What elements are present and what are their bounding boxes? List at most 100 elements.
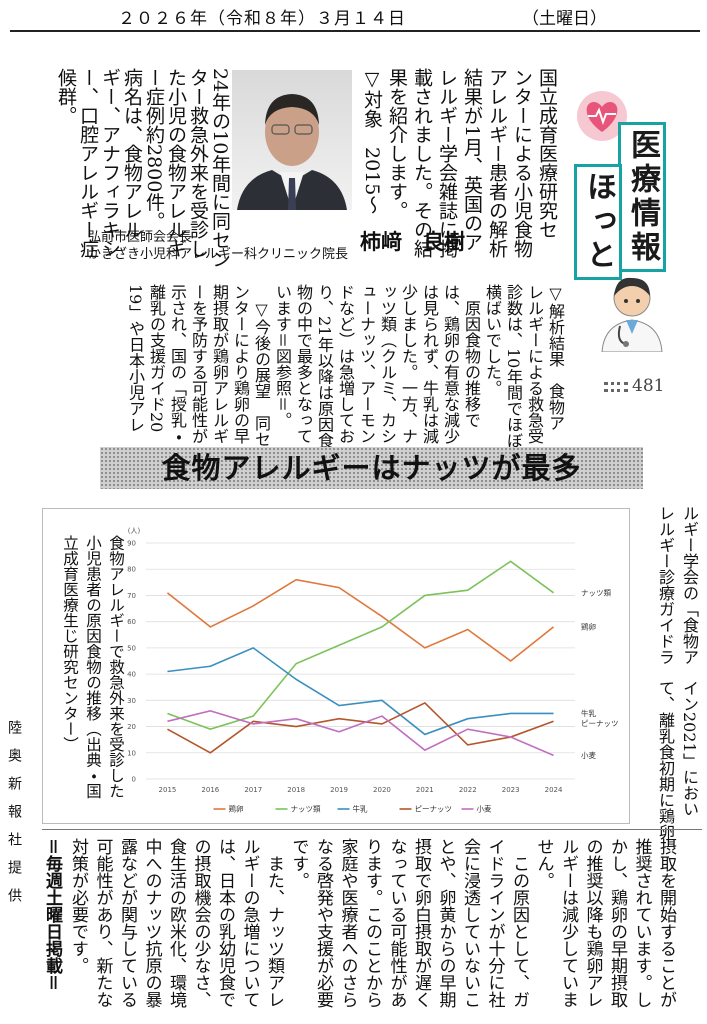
y-tick-label: 20 (127, 723, 136, 731)
x-tick-label: 2019 (330, 786, 348, 794)
text-line: た小児の食物アレルギ (165, 68, 187, 258)
text-line: レルギー学会雑誌に掲 (436, 68, 458, 258)
text-line: 載されました。その結 (411, 68, 433, 258)
y-tick-label: 70 (127, 592, 136, 600)
text-line: とや、卵黄からの早期 (435, 838, 456, 1008)
x-tick-label: 2020 (373, 786, 391, 794)
x-tick-label: 2015 (159, 786, 177, 794)
legend-label: 牛乳 (353, 804, 368, 814)
series-line (167, 646, 554, 736)
footer-note: ＝毎週土曜日掲載＝ (42, 838, 62, 991)
series-line (167, 709, 554, 757)
text-line: 期摂取が鶏卵アレルギ (210, 284, 229, 444)
series-line (167, 701, 554, 754)
headline-band (100, 447, 643, 489)
text-line: ーを予防する可能性が (189, 284, 208, 444)
text-line: て、離乳食初期に鶏卵 (656, 680, 675, 840)
text-line: 家庭や医療者へのさら (337, 838, 358, 1008)
doctor-illustration (601, 277, 663, 352)
author-name: 柿﨑 良樹 (360, 229, 465, 254)
chart-frame (42, 508, 630, 824)
text-line: り、21年以降は原因食 (315, 284, 334, 449)
author-photo (232, 70, 352, 210)
series-end-label: ピーナッツ (581, 719, 619, 728)
series-end-label: ナッツ類 (581, 587, 611, 597)
author-affiliation: かきざき小児科アレルギー科クリニック院長 (88, 247, 349, 262)
text-line: です。 (288, 838, 309, 889)
series-end-label: 小麦 (581, 750, 596, 760)
x-tick-label: 2022 (459, 786, 477, 794)
text-line: 露などが関与している (117, 838, 137, 1008)
section-rule (42, 829, 702, 830)
text-line: 物の中で最多となって (294, 284, 313, 444)
credit: 陸奥新報社提供 (6, 720, 22, 916)
text-line: 候群。 (55, 68, 77, 125)
text-line: 果を紹介します。 (386, 68, 408, 220)
text-line: の摂取機会の少なさ、 (190, 838, 211, 1008)
side-text: イン2021」におい て、離乳食初期に鶏卵 (653, 680, 701, 840)
text-line: ー症例約2800件。 (143, 68, 165, 231)
column-title: 医療情報 (618, 122, 666, 272)
chart-caption: 食物アレルギーで救急外来を受診した小児患者の原因食物の推移（出典・国立成育医療生… (61, 535, 125, 799)
text-line: 中へのナッツ抗原の暴 (141, 838, 162, 1008)
text-line: ドなど）は急増してお (336, 284, 355, 444)
column-title: ほっと (574, 164, 622, 280)
text-line: ります。このことから (362, 838, 382, 1008)
header-rule (10, 30, 700, 32)
text-line: ター救急外来を受診し (187, 68, 209, 258)
text-line: 摂取を開始することが (656, 838, 676, 1008)
x-tick-label: 2021 (416, 786, 434, 794)
weekday: （土曜日） (522, 9, 607, 29)
series-line (167, 560, 555, 731)
text-line: 診数は、10年間でほぼ (504, 284, 523, 449)
y-tick-label: 40 (127, 671, 136, 679)
y-tick-label: 30 (127, 697, 136, 705)
legend-label: ピーナッツ (415, 805, 453, 814)
text-line: 対策が必要です。 (68, 838, 88, 974)
text-line: 病名は、食物アレル (121, 68, 143, 239)
bottom-text: 摂取を開始することが 推奨されています。し かし、鶏卵の早期摂取 の推奨以降も鶏卵アレ… (66, 838, 679, 1016)
text-line: ー、口腔アレルギー症 (77, 68, 99, 258)
text-line: レルギーによる救急受 (525, 284, 544, 444)
heart-icon (577, 91, 627, 141)
text-line: 離乳の支援ガイド20 (147, 284, 166, 433)
text-line: は見られず、牛乳は減 (420, 284, 439, 444)
legend-label: 小麦 (477, 804, 492, 814)
text-line: 会に浸透していないこ (460, 838, 480, 1008)
text-line: イドラインが十分に社 (484, 838, 505, 1008)
middle-text: ▽解析結果 食物ア レルギーによる救急受 診数は、10年間でほぼ 横ばいでした。 原因… (125, 284, 566, 449)
y-tick-label: 10 (127, 749, 136, 757)
text-line: ルギーは減少していま (558, 838, 578, 1008)
text-line: 食生活の欧米化、環境 (166, 838, 186, 1008)
text-line: せん。 (533, 838, 554, 889)
text-line: の推奨以降も鶏卵アレ (582, 838, 603, 1008)
text-line: います＝図参照＝。 (273, 284, 292, 429)
text-line: 結果が1月、英国のア (461, 68, 483, 252)
text-line: レルギー診療ガイドラ (656, 505, 675, 665)
text-line: 24年の10年間に同セン (209, 68, 231, 269)
text-line: 可能性があり、新たな (92, 838, 113, 1008)
chart: (人) 0 10 20 30 40 50 60 70 80 90 2015 2016 2017 2018 20… (127, 527, 619, 814)
x-tick-label: 2024 (545, 786, 563, 794)
y-tick-label: 0 (132, 776, 136, 784)
lead-text: 24年の10年間に同セン ター救急外来を受診し た小児の食物アレルギ ー症例約2800… (55, 68, 231, 273)
number-decoration (604, 382, 628, 392)
text-line: アレルギー患者の解析 (486, 68, 508, 258)
text-line: は、日本の乳幼児食で (215, 838, 235, 1008)
series-end-label: 鶏卵 (581, 621, 596, 631)
text-line: 国立成育医療研究セ (536, 68, 558, 239)
text-line: この原因として、ガ (509, 838, 529, 1008)
x-tick-label: 2018 (287, 786, 305, 794)
series-line (166, 578, 555, 663)
text-line: 摂取で卵白摂取が遅く (411, 838, 431, 1008)
lead-text: 国立成育医療研究セ ンターによる小児食物 アレルギー患者の解析 結果が1月、英国のアレ… (359, 68, 559, 273)
issue-date: ２０２６年（令和８年）３月１４日 (118, 9, 406, 29)
text-line: ルギー学会の「食物ア (680, 505, 699, 665)
text-line: ンターによる小児食物 (511, 68, 533, 258)
y-tick-label: 60 (127, 618, 136, 626)
column-number: 481 (632, 376, 665, 396)
text-line: ューナッツ、アーモン (357, 284, 376, 444)
y-axis-label: (人) (128, 527, 141, 535)
text-line: イン2021」におい (680, 680, 699, 817)
